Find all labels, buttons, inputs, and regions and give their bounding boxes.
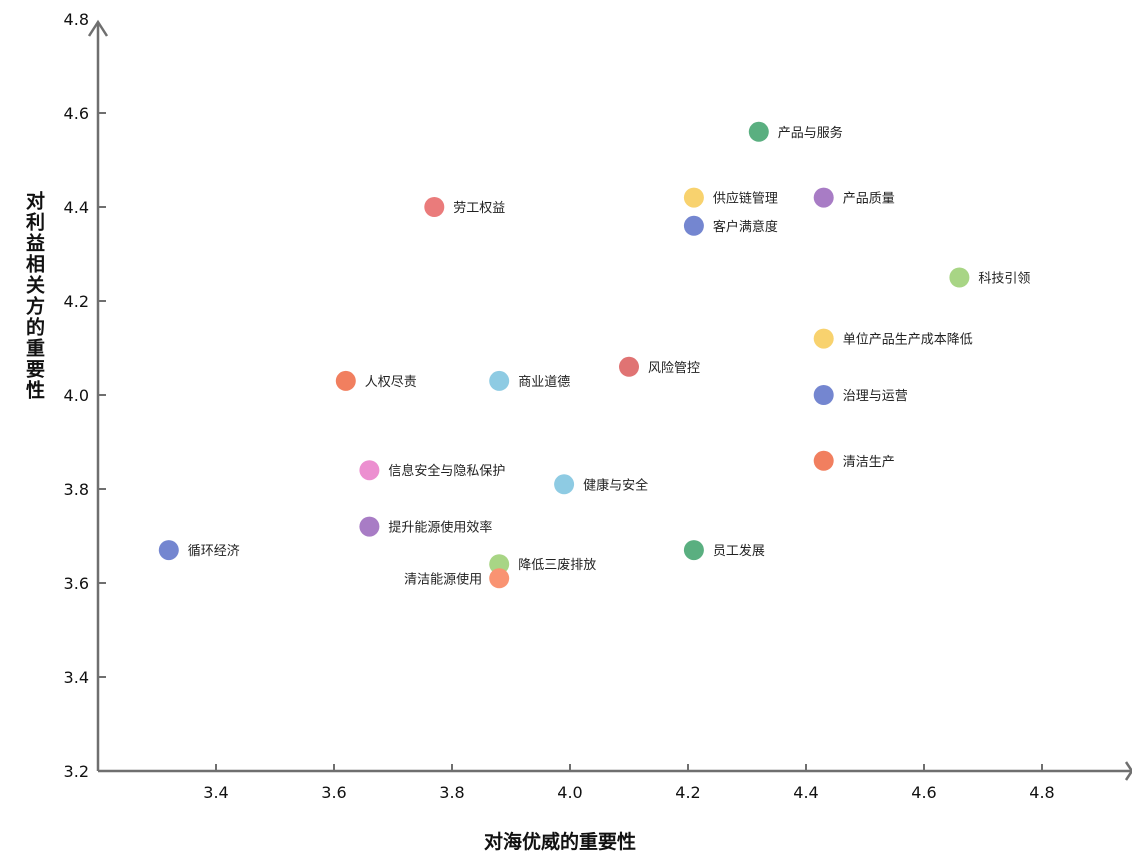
y-ticks: 3.2 3.4 3.6 3.8 4.0 4.2 4.4 4.6 4.8: [64, 10, 106, 781]
point-marker: [949, 267, 970, 288]
point-label: 科技引领: [978, 272, 1030, 287]
y-tick-label: 4.2: [64, 292, 89, 311]
y-axis-title: 对利益相关方的重要性: [23, 190, 45, 401]
point-label: 人权尽责: [365, 374, 417, 390]
point-label: 提升能源使用效率: [388, 520, 492, 536]
data-point: 科技引领: [949, 267, 1030, 288]
point-label: 清洁生产: [843, 455, 895, 470]
point-marker: [683, 215, 704, 236]
x-axis: [98, 761, 1132, 781]
point-label: 健康与安全: [583, 477, 648, 493]
data-point: 单位产品生产成本降低: [813, 328, 973, 349]
y-tick-label: 3.8: [64, 480, 89, 499]
point-label: 产品质量: [843, 192, 895, 207]
point-marker: [424, 197, 445, 217]
point-marker: [619, 356, 639, 377]
point-marker: [683, 187, 704, 208]
point-marker: [335, 370, 356, 391]
point-label: 信息安全与隐私保护: [388, 463, 505, 479]
y-tick-label: 3.2: [64, 762, 89, 781]
point-marker: [554, 474, 575, 495]
x-ticks: 3.4 3.6 3.8 4.0 4.2 4.4 4.6 4.8: [203, 764, 1055, 802]
point-label: 供应链管理: [713, 191, 778, 207]
data-point: 商业道德: [489, 370, 570, 391]
y-tick-label: 4.4: [64, 198, 89, 217]
data-point: 清洁能源使用: [404, 568, 510, 589]
x-tick-label: 4.0: [557, 783, 582, 802]
x-axis-title: 对海优威的重要性: [484, 830, 636, 853]
data-point: 供应链管理: [683, 187, 778, 208]
y-tick-label: 4.6: [64, 104, 89, 123]
point-marker: [489, 554, 510, 575]
point-label: 产品与服务: [778, 125, 843, 141]
point-label: 劳工权益: [453, 200, 505, 216]
data-point: 信息安全与隐私保护: [359, 460, 505, 481]
x-axis-arrow: [1124, 761, 1132, 781]
data-point: 员工发展: [683, 540, 765, 561]
data-point: 人权尽责: [335, 370, 417, 391]
x-tick-label: 4.6: [911, 783, 936, 802]
data-point: 产品与服务: [748, 121, 843, 142]
data-point: 清洁生产: [813, 450, 895, 471]
data-point: 劳工权益: [424, 197, 505, 217]
point-label: 商业道德: [518, 375, 570, 390]
data-point: 循环经济: [158, 540, 240, 561]
data-point: 客户满意度: [683, 215, 778, 236]
point-label: 清洁能源使用: [404, 571, 482, 587]
point-marker: [158, 540, 179, 561]
point-label: 客户满意度: [713, 219, 778, 235]
point-marker: [489, 568, 510, 589]
x-tick-label: 4.4: [793, 783, 818, 802]
data-point: 风险管控: [619, 356, 700, 377]
point-label: 循环经济: [188, 544, 240, 559]
x-tick-label: 4.8: [1029, 783, 1054, 802]
data-point: 提升能源使用效率: [359, 516, 492, 537]
point-marker: [489, 370, 510, 391]
point-marker: [813, 385, 834, 405]
point-label: 员工发展: [713, 543, 765, 559]
data-point: 产品质量: [813, 187, 895, 208]
y-tick-label: 4.8: [64, 10, 89, 29]
point-marker: [748, 121, 769, 142]
x-tick-label: 3.4: [203, 783, 228, 802]
data-point: 降低三废排放: [489, 554, 596, 575]
data-point: 治理与运营: [813, 385, 908, 405]
point-label: 单位产品生产成本降低: [843, 333, 973, 348]
y-tick-label: 4.0: [64, 386, 89, 405]
point-label: 降低三废排放: [518, 557, 596, 573]
point-marker: [683, 540, 704, 561]
point-marker: [813, 450, 834, 471]
y-tick-label: 3.6: [64, 574, 89, 593]
x-tick-label: 3.6: [321, 783, 346, 802]
point-marker: [813, 328, 834, 349]
point-marker: [359, 460, 380, 481]
point-label: 风险管控: [648, 361, 700, 376]
point-marker: [813, 187, 834, 208]
data-point: 健康与安全: [554, 474, 648, 495]
point-label: 治理与运营: [843, 389, 908, 404]
y-axis-arrow: [87, 19, 109, 37]
y-axis: [87, 19, 109, 771]
point-marker: [359, 516, 380, 537]
x-tick-label: 3.8: [439, 783, 464, 802]
y-tick-label: 3.4: [64, 668, 89, 687]
x-tick-label: 4.2: [675, 783, 700, 802]
